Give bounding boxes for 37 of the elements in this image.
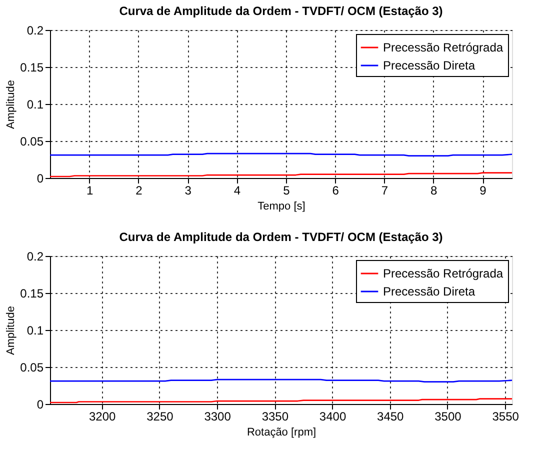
x-tick-label: 3550	[492, 410, 520, 424]
x-tick-label: 5	[283, 184, 290, 198]
x-tick-label: 7	[381, 184, 388, 198]
x-tick-label: 8	[430, 184, 438, 198]
y-tick-label: 0.2	[26, 24, 44, 38]
x-tick-label: 3200	[88, 410, 116, 424]
y-tick-label: 0	[36, 172, 44, 186]
x-tick-label: 3300	[204, 410, 232, 424]
x-tick-label: 1	[86, 184, 94, 198]
legend-label: Precessão Retrógrada	[383, 266, 504, 280]
x-tick-label: 3500	[434, 410, 462, 424]
x-axis-title: Rotação [rpm]	[246, 426, 316, 438]
x-tick-label: 6	[332, 184, 340, 198]
legend-label: Precessão Direta	[383, 58, 476, 72]
legend-label: Precessão Retrógrada	[383, 40, 504, 54]
x-tick-label: 3450	[377, 410, 404, 424]
x-tick-label: 3	[184, 184, 192, 198]
y-tick-label: 0	[36, 398, 44, 412]
x-tick-label: 3400	[319, 410, 346, 424]
y-tick-label: 0.1	[26, 98, 44, 112]
x-tick-label: 2	[136, 184, 143, 198]
x-tick-label: 4	[234, 184, 241, 198]
chart-title: Curva de Amplitude da Ordem - TVDFT/ OCM (Estação 3)	[119, 4, 443, 18]
y-tick-label: 0.05	[20, 360, 44, 374]
y-axis-title: Amplitude	[5, 80, 18, 129]
x-tick-label: 3250	[146, 410, 174, 424]
y-tick-label: 0.2	[26, 250, 44, 264]
y-axis-title: Amplitude	[5, 306, 18, 355]
y-tick-label: 0.15	[20, 60, 44, 74]
legend-label: Precessão Direta	[383, 284, 476, 298]
y-tick-label: 0.05	[20, 134, 44, 148]
y-tick-label: 0.1	[26, 324, 44, 338]
x-axis-title: Tempo [s]	[258, 200, 306, 212]
x-tick-label: 9	[480, 184, 487, 198]
chart-title: Curva de Amplitude da Ordem - TVDFT/ OCM (Estação 3)	[119, 230, 443, 244]
x-tick-label: 3350	[262, 410, 289, 424]
y-tick-label: 0.15	[20, 286, 44, 300]
